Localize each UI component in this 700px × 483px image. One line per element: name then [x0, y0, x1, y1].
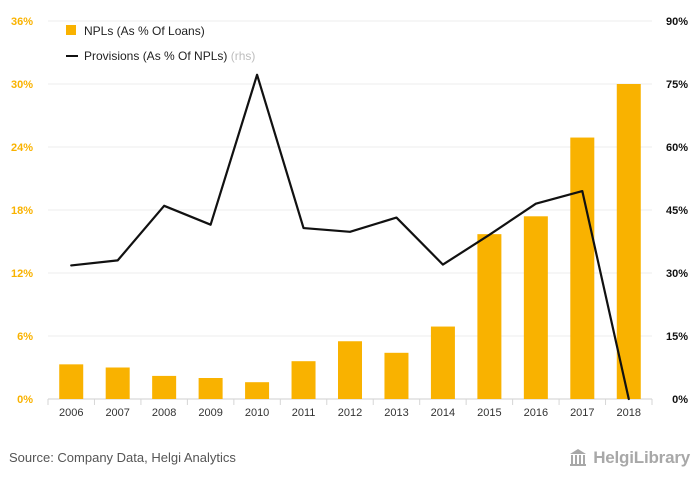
x-axis-tick-label: 2011	[292, 407, 316, 419]
x-axis-tick-label: 2012	[338, 407, 362, 419]
bar-2017	[570, 137, 595, 400]
right-axis-tick-label: 30%	[666, 268, 688, 280]
x-axis-tick-label: 2015	[477, 407, 501, 419]
left-axis-tick-label: 0%	[17, 394, 33, 406]
bar-2009	[198, 378, 223, 399]
x-axis-tick-label: 2007	[105, 407, 129, 419]
legend-npl-label: NPLs (As % Of Loans)	[84, 24, 205, 38]
right-axis-tick-label: 75%	[666, 79, 688, 91]
bar-2006	[59, 364, 84, 399]
legend-npl-swatch	[66, 25, 76, 35]
bar-2016	[523, 216, 548, 399]
bar-2011	[291, 361, 316, 399]
right-axis-tick-label: 60%	[666, 142, 688, 154]
left-axis-tick-label: 30%	[11, 79, 33, 91]
legend-rhs-note: (rhs)	[231, 49, 256, 63]
legend-provisions-label: Provisions (As % Of NPLs) (rhs)	[84, 49, 255, 63]
right-axis-tick-label: 0%	[672, 394, 688, 406]
x-axis-tick-label: 2010	[245, 407, 269, 419]
bar-2013	[384, 352, 409, 399]
x-axis-tick-label: 2006	[59, 407, 83, 419]
left-axis-tick-label: 36%	[11, 16, 33, 28]
x-axis-tick-label: 2014	[431, 407, 455, 419]
bar-2012	[338, 341, 362, 399]
bar-2014	[430, 326, 455, 399]
bar-2008	[152, 375, 177, 399]
bar-2015	[477, 234, 502, 399]
right-axis-tick-label: 45%	[666, 205, 688, 217]
x-axis-tick-label: 2016	[524, 407, 548, 419]
x-axis-tick-label: 2013	[384, 407, 408, 419]
bar-2007	[105, 367, 130, 399]
x-axis-tick-label: 2009	[198, 407, 222, 419]
helgi-library-logo: HelgiLibrary	[569, 448, 690, 468]
left-axis-tick-label: 12%	[11, 268, 33, 280]
x-axis-tick-label: 2018	[617, 407, 641, 419]
left-axis-tick-label: 18%	[11, 205, 33, 217]
chart-source: Source: Company Data, Helgi Analytics	[9, 450, 236, 465]
left-axis-tick-label: 6%	[17, 331, 33, 343]
left-axis-tick-label: 24%	[11, 142, 33, 154]
bar-2010	[245, 382, 270, 399]
bar-2018	[616, 84, 641, 399]
library-building-icon	[569, 448, 587, 468]
logo-text: HelgiLibrary	[593, 448, 690, 467]
x-axis-tick-label: 2008	[152, 407, 176, 419]
right-axis-tick-label: 90%	[666, 16, 688, 28]
right-axis-tick-label: 15%	[666, 331, 688, 343]
x-axis-tick-label: 2017	[570, 407, 594, 419]
